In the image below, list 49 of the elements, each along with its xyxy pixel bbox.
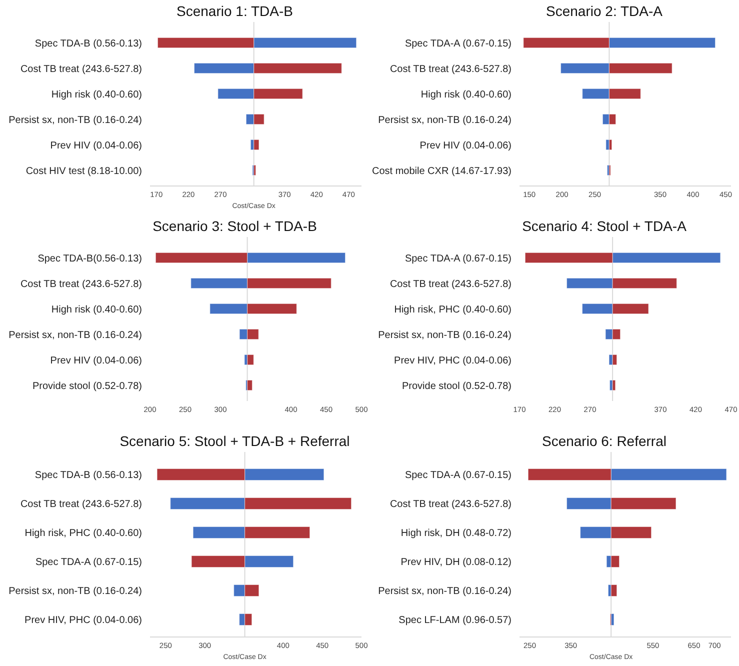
y-tick-label: Cost TB treat (243.6-527.8): [390, 64, 512, 75]
chart-title: Scenario 5: Stool + TDA-B + Referral: [120, 433, 350, 449]
bar: [608, 139, 612, 150]
chart-title: Scenario 3: Stool + TDA-B: [152, 218, 317, 234]
y-tick-label: High risk, PHC (0.40-0.60): [24, 528, 142, 539]
y-tick-label: Persist sx, non-TB (0.16-0.24): [8, 330, 142, 341]
bar: [246, 380, 253, 391]
y-tick-label: Spec TDA-B(0.56-0.13): [38, 253, 142, 264]
chart-title: Scenario 1: TDA-B: [176, 3, 293, 19]
y-tick-label: Prev HIV, DH (0.08-0.12): [400, 557, 512, 568]
y-tick-label: Spec TDA-B (0.56-0.13): [34, 38, 142, 50]
y-tick-label: Persist sx, non-TB (0.16-0.24): [8, 114, 142, 126]
y-tick-label: Prev HIV (0.04-0.06): [50, 140, 142, 152]
chart-title: Scenario 2: TDA-A: [546, 3, 664, 19]
bar: [246, 354, 254, 366]
y-tick-label: Persist sx, non-TB (0.16-0.24): [378, 114, 512, 126]
y-tick-label: Spec TDA-A (0.67-0.15): [404, 38, 512, 50]
y-tick-label: High risk (0.40-0.60): [51, 304, 142, 316]
y-tick-label: Cost mobile CXR (14.67-17.93): [372, 166, 512, 177]
y-tick-label: Prev HIV, PHC (0.04-0.06): [394, 355, 512, 366]
y-tick-label: High risk, DH (0.48-0.72): [400, 528, 512, 539]
y-tick-label: Cost TB treat (243.6-527.8): [390, 278, 512, 290]
y-tick-label: Cost TB treat (243.6-527.8): [20, 499, 142, 510]
y-tick-label: Spec TDA-A (0.67-0.15): [404, 470, 512, 481]
y-tick-label: Persist sx, non-TB (0.16-0.24): [378, 586, 512, 597]
y-tick-label: High risk (0.40-0.60): [51, 89, 142, 100]
y-tick-label: Spec TDA-A (0.67-0.15): [404, 253, 512, 264]
y-tick-label: Persist sx, non-TB (0.16-0.24): [378, 330, 512, 341]
y-tick-label: Persist sx, non-TB (0.16-0.24): [8, 586, 142, 597]
y-tick-label: Cost HIV test (8.18-10.00): [26, 166, 142, 177]
y-tick-label: Spec LF-LAM (0.96-0.57): [398, 615, 512, 626]
y-tick-label: Spec TDA-A (0.67-0.15): [35, 557, 142, 568]
y-tick-label: High risk (0.40-0.60): [420, 89, 512, 100]
y-tick-label: Cost TB treat (243.6-527.8): [20, 64, 142, 75]
y-tick-label: Provide stool (0.52-0.78): [32, 380, 142, 392]
y-tick-label: Cost TB treat (243.6-527.8): [20, 278, 142, 290]
bar: [610, 584, 618, 597]
y-tick-label: Cost TB treat (243.6-527.8): [390, 499, 512, 510]
bar: [612, 380, 616, 391]
y-tick-label: High risk, PHC (0.40-0.60): [394, 304, 512, 316]
y-tick-label: Prev HIV (0.04-0.06): [420, 140, 512, 152]
y-tick-label: Spec TDA-B (0.56-0.13): [34, 470, 142, 481]
y-tick-label: Provide stool (0.52-0.78): [402, 380, 512, 392]
y-tick-label: Prev HIV, PHC (0.04-0.06): [24, 615, 142, 626]
chart-title: Scenario 6: Referral: [542, 433, 667, 449]
chart-title: Scenario 4: Stool + TDA-A: [522, 218, 688, 234]
bar: [254, 139, 260, 150]
y-tick-label: Prev HIV (0.04-0.06): [50, 355, 142, 366]
bar: [612, 354, 618, 366]
